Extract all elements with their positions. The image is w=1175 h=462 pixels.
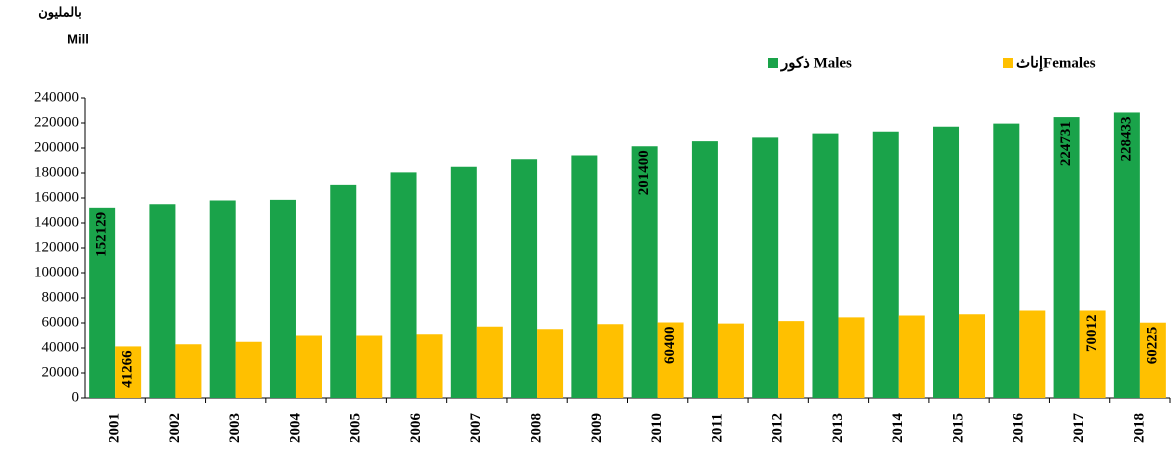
bar — [959, 314, 986, 398]
legend-label: إناثFemales — [1016, 55, 1096, 71]
y-tick-label: 60000 — [42, 314, 80, 330]
bar — [149, 204, 176, 398]
bar — [657, 322, 684, 398]
x-tick-label: 2001 — [107, 413, 123, 443]
y-tick-label: 160000 — [34, 189, 79, 205]
x-tick-label: 2005 — [348, 413, 364, 443]
y-tick-label: 180000 — [34, 164, 79, 180]
x-tick-label: 2016 — [1011, 413, 1027, 444]
bar — [717, 323, 744, 398]
bar — [933, 126, 960, 398]
x-tick-label: 2017 — [1071, 413, 1087, 444]
x-tick-label: 2008 — [529, 413, 545, 443]
bar — [511, 159, 538, 398]
x-tick-label: 2018 — [1131, 413, 1147, 443]
x-tick-label: 2007 — [468, 413, 484, 444]
x-tick-label: 2015 — [950, 413, 966, 443]
y-tick-label: 220000 — [34, 114, 79, 130]
bar — [390, 172, 417, 398]
bar — [235, 341, 262, 398]
data-label: 201400 — [636, 150, 652, 195]
bar — [89, 207, 116, 398]
legend-swatch — [1003, 58, 1013, 68]
y-tick-label: 40000 — [42, 339, 80, 355]
x-tick-label: 2006 — [408, 413, 424, 444]
data-label: 224731 — [1058, 121, 1074, 166]
bar — [1053, 117, 1080, 399]
bar — [209, 200, 236, 398]
legend-label: ذكور Males — [780, 55, 852, 71]
data-label: 41266 — [120, 350, 136, 388]
y-tick-label: 200000 — [34, 139, 79, 155]
y-unit-en: Mill — [67, 31, 89, 46]
y-tick-label: 20000 — [42, 364, 80, 380]
bar — [571, 155, 598, 398]
bar — [993, 123, 1020, 398]
bar — [1139, 322, 1166, 398]
bar — [1113, 112, 1140, 399]
y-tick-label: 0 — [72, 389, 80, 405]
y-tick-label: 120000 — [34, 239, 79, 255]
bar — [778, 321, 805, 398]
data-label: 60225 — [1144, 327, 1160, 365]
x-tick-label: 2009 — [589, 413, 605, 443]
bar — [175, 344, 202, 398]
bar — [295, 335, 322, 398]
bar — [872, 131, 899, 398]
x-tick-label: 2011 — [709, 413, 725, 442]
x-tick-label: 2004 — [287, 413, 303, 444]
bar — [812, 133, 839, 398]
x-tick-label: 2013 — [830, 413, 846, 443]
bar — [330, 184, 357, 398]
bar — [115, 346, 142, 398]
bar — [898, 315, 925, 398]
y-tick-label: 240000 — [34, 89, 79, 105]
bar — [476, 326, 503, 398]
x-tick-label: 2003 — [227, 413, 243, 443]
x-tick-label: 2012 — [770, 413, 786, 443]
bar — [631, 146, 658, 398]
y-unit-ar: بالمليون — [38, 4, 82, 20]
bar — [356, 335, 383, 398]
x-tick-label: 2014 — [890, 413, 906, 444]
data-label: 70012 — [1084, 314, 1100, 352]
bar — [838, 317, 865, 398]
x-tick-label: 2002 — [167, 413, 183, 443]
bar — [537, 329, 564, 398]
legend-swatch — [768, 58, 778, 68]
y-tick-label: 140000 — [34, 214, 79, 230]
y-tick-label: 80000 — [42, 289, 80, 305]
x-tick-label: 2010 — [649, 413, 665, 443]
bar — [691, 141, 718, 398]
bar — [450, 166, 477, 398]
y-tick-label: 100000 — [34, 264, 79, 280]
bar — [269, 199, 296, 398]
bar — [752, 137, 779, 398]
data-label: 228433 — [1118, 116, 1134, 161]
bar — [1079, 310, 1106, 398]
data-label: 60400 — [662, 327, 678, 365]
bar — [1019, 310, 1046, 398]
data-label: 152129 — [94, 212, 110, 257]
bar — [597, 324, 624, 398]
bar — [416, 334, 443, 398]
